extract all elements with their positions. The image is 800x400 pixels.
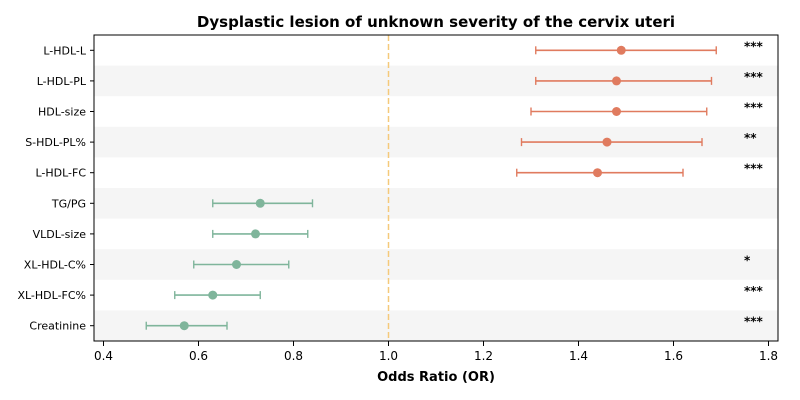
significance-label: ***	[744, 39, 764, 53]
row-stripe	[94, 188, 778, 219]
y-tick-label: L-HDL-PL	[37, 75, 87, 88]
y-tick-label: L-HDL-L	[43, 44, 87, 57]
significance-label: ***	[744, 101, 764, 115]
x-tick-label: 1.0	[379, 349, 398, 363]
y-tick-label: XL-HDL-C%	[24, 259, 86, 272]
y-tick-label: XL-HDL-FC%	[17, 289, 86, 302]
significance-label: ***	[744, 70, 764, 84]
x-tick-label: 1.4	[569, 349, 588, 363]
x-tick-label: 1.6	[664, 349, 683, 363]
significance-label: *	[744, 254, 751, 268]
y-axis: L-HDL-L L-HDL-PL HDL-size S-HDL-PL% L-HDL-FC…	[17, 44, 94, 333]
x-tick-label: 1.2	[474, 349, 493, 363]
significance-label: **	[744, 131, 757, 145]
or-point	[251, 229, 260, 239]
or-point	[179, 321, 189, 331]
significance-label: ***	[744, 162, 764, 176]
x-tick-label: 0.4	[94, 349, 113, 363]
y-tick-label: VLDL-size	[33, 228, 87, 241]
or-point	[612, 76, 621, 86]
or-point	[602, 137, 612, 147]
plot-frame	[93, 34, 779, 342]
row-stripes	[94, 65, 778, 341]
x-tick-label: 0.8	[284, 349, 303, 363]
or-point	[255, 198, 265, 208]
significance-label: ***	[744, 284, 764, 298]
or-point	[232, 260, 241, 269]
odds-ratio-points	[179, 45, 626, 331]
error-bars	[145, 46, 717, 330]
y-tick-label: S-HDL-PL%	[25, 136, 86, 149]
or-point	[616, 45, 626, 55]
y-tick-label: HDL-size	[38, 106, 86, 119]
or-point	[593, 168, 602, 178]
chart-title: Dysplastic lesion of unknown severity of…	[197, 13, 675, 31]
x-axis-label: Odds Ratio (OR)	[377, 370, 495, 385]
x-tick-label: 0.6	[189, 349, 208, 363]
x-axis: 0.4 0.6 0.8 1.0 1.2 1.4 1.6 1.8	[94, 341, 778, 363]
y-tick-label: L-HDL-FC	[35, 167, 86, 180]
y-tick-label: TG/PG	[51, 197, 86, 210]
significance-label: ***	[744, 315, 764, 329]
significance-labels: *********************	[744, 39, 764, 328]
x-tick-label: 1.8	[759, 349, 778, 363]
y-tick-label: Creatinine	[29, 320, 86, 333]
or-point	[208, 290, 218, 300]
or-point	[612, 107, 621, 116]
